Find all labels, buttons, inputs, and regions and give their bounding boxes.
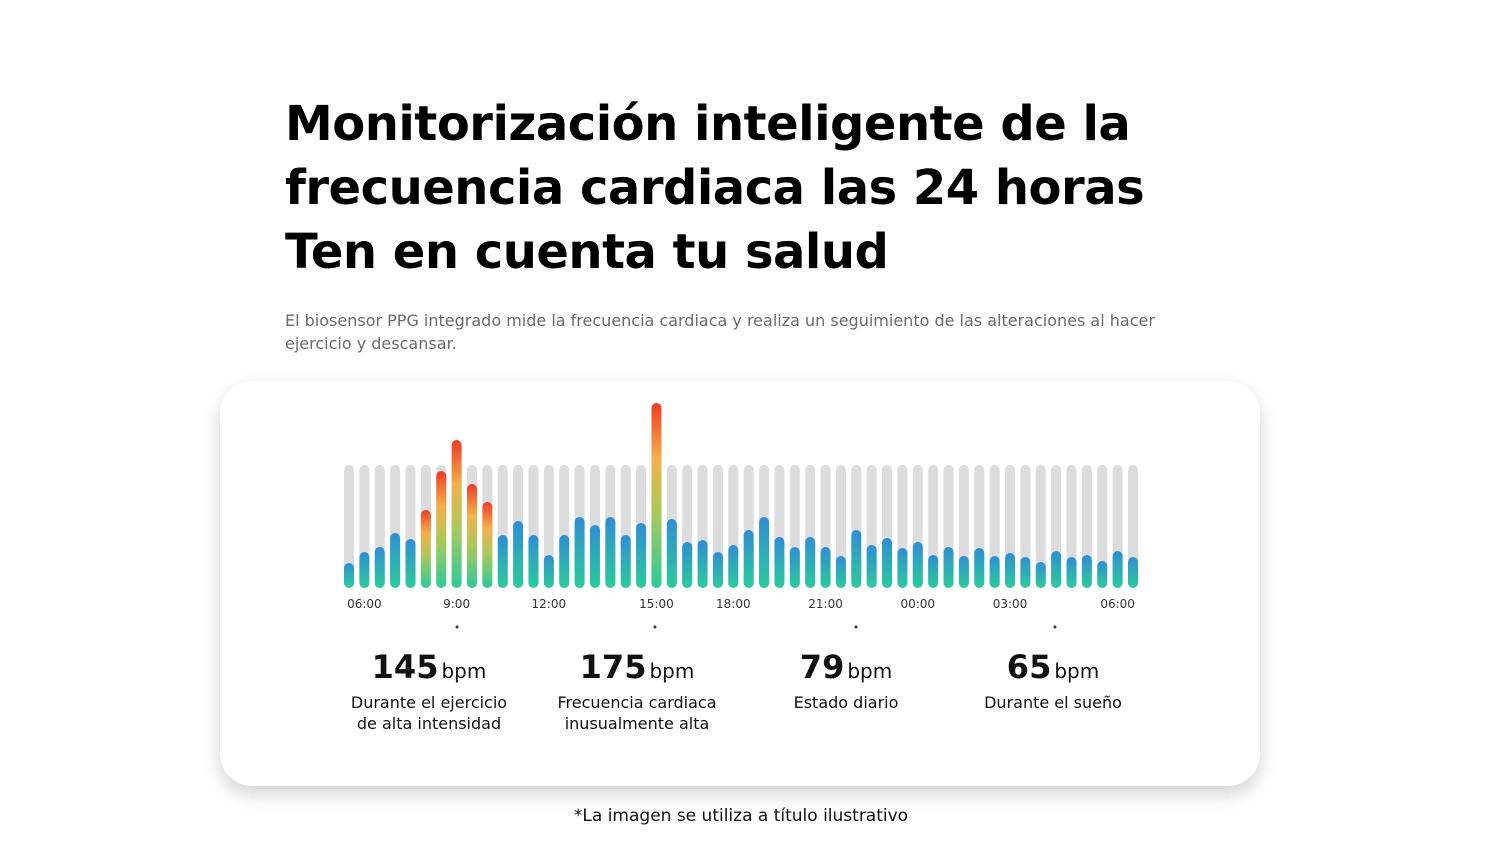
- bar: [359, 552, 370, 588]
- footnote: *La imagen se utiliza a título ilustrati…: [573, 806, 909, 826]
- bar: [943, 547, 954, 588]
- bar: [912, 542, 923, 588]
- bar: [882, 538, 893, 588]
- stat-label: Frecuencia cardiaca inusualmente alta: [557, 693, 717, 733]
- bar-track: [1066, 465, 1077, 588]
- subtitle: El biosensor PPG integrado mide la frecu…: [285, 311, 1155, 353]
- bar: [1112, 551, 1123, 588]
- bar: [543, 555, 554, 588]
- stat-label: Durante el sueño: [984, 693, 1122, 712]
- bar-track: [1128, 465, 1138, 588]
- dot: [653, 625, 657, 629]
- bar: [574, 517, 585, 588]
- bar: [436, 471, 447, 588]
- title-line: Ten en cuenta tu salud: [285, 224, 889, 280]
- bar: [528, 535, 539, 588]
- bar: [682, 542, 693, 588]
- bar: [866, 545, 877, 588]
- bar-track: [344, 465, 354, 588]
- bar-track: [1020, 465, 1031, 588]
- bar: [1005, 553, 1016, 588]
- bar: [697, 540, 708, 588]
- stat-value: 65: [1006, 648, 1052, 686]
- stat-unit: bpm: [441, 659, 487, 683]
- bar: [835, 556, 846, 588]
- dot: [854, 625, 858, 629]
- stat-value: 145: [371, 648, 439, 686]
- x-tick-label: 06:00: [1100, 597, 1135, 611]
- x-tick-label: 00:00: [900, 597, 935, 611]
- x-tick-label: 18:00: [716, 597, 751, 611]
- stat-value: 175: [579, 648, 647, 686]
- stat-value: 79: [799, 648, 845, 686]
- stat-label: Estado diario: [793, 693, 899, 712]
- bar: [789, 547, 800, 588]
- bar: [989, 556, 1000, 588]
- bar: [759, 517, 770, 588]
- bar: [651, 403, 662, 588]
- bar: [774, 537, 785, 588]
- x-tick-label: 12:00: [532, 597, 567, 611]
- bar: [1066, 557, 1077, 588]
- bar: [420, 510, 431, 588]
- title: Monitorización inteligente de la frecuen…: [285, 92, 1145, 284]
- x-tick-label: 06:00: [347, 597, 382, 611]
- stat-label: Durante el ejercicio de alta intensidad: [350, 693, 508, 733]
- bar: [712, 552, 723, 588]
- bar: [974, 548, 985, 588]
- stat-unit: bpm: [847, 659, 893, 683]
- bar: [820, 547, 831, 588]
- stat: 145 bpm Durante el ejercicio de alta inte…: [349, 648, 509, 734]
- x-tick-label: 9:00: [443, 597, 470, 611]
- bar: [728, 545, 739, 588]
- bar: [1097, 561, 1108, 588]
- x-tick-label: 03:00: [993, 597, 1028, 611]
- bar: [482, 502, 493, 588]
- bar: [897, 548, 908, 588]
- dot: [1053, 625, 1057, 629]
- bar: [1020, 557, 1031, 588]
- bar-track: [1097, 465, 1108, 588]
- dot: [455, 625, 459, 629]
- chart: 06:00 9:00 12:00 15:00 18:00 21:00 00:00 03:00 0…: [344, 403, 1138, 629]
- bar: [958, 556, 969, 588]
- stat-unit: bpm: [649, 659, 695, 683]
- bar: [928, 555, 939, 588]
- bar: [620, 535, 631, 588]
- bar: [344, 563, 354, 588]
- bar: [451, 440, 462, 588]
- bar: [851, 530, 862, 588]
- bar: [466, 484, 477, 588]
- bar: [636, 523, 647, 588]
- bar: [743, 530, 754, 588]
- bar: [589, 525, 600, 588]
- bar: [605, 517, 616, 588]
- title-line: Monitorización inteligente de la: [285, 96, 1131, 152]
- bar: [666, 519, 677, 588]
- stat: 175 bpm Frecuencia cardiaca inusualmente …: [557, 648, 717, 734]
- x-tick-label: 21:00: [808, 597, 843, 611]
- bar: [374, 547, 385, 588]
- bar: [405, 539, 416, 588]
- bar: [1081, 555, 1092, 588]
- bar: [1035, 562, 1046, 588]
- stat-unit: bpm: [1054, 659, 1100, 683]
- bar: [559, 535, 570, 588]
- stat: 79 bpm Estado diario: [766, 648, 926, 713]
- bar: [1128, 557, 1138, 588]
- bar: [390, 533, 401, 588]
- stat: 65 bpm Durante el sueño: [973, 648, 1133, 713]
- bar: [513, 521, 524, 588]
- x-tick-label: 15:00: [639, 597, 674, 611]
- bar: [497, 535, 508, 588]
- bar-track: [1035, 465, 1046, 588]
- title-line: frecuencia cardiaca las 24 horas: [285, 160, 1145, 216]
- bar: [805, 537, 816, 588]
- bar: [1051, 551, 1062, 588]
